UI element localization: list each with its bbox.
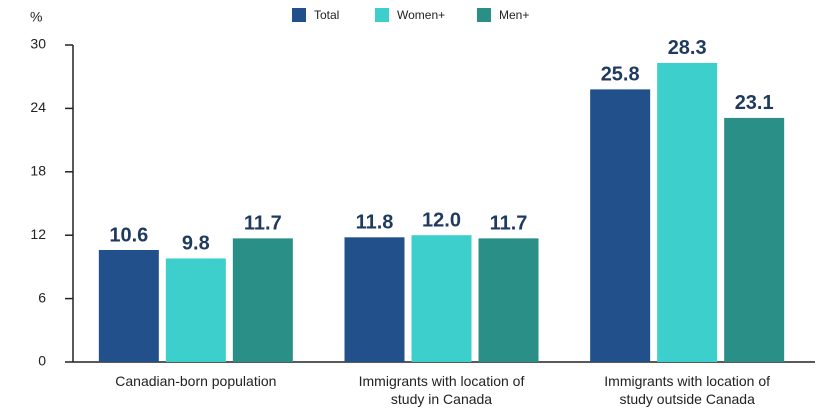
bar (478, 238, 539, 362)
y-tick-label: 18 (30, 163, 46, 179)
legend-swatch (477, 8, 491, 22)
data-label: 9.8 (182, 233, 210, 255)
data-label: 11.8 (356, 212, 394, 234)
data-label: 23.1 (735, 92, 774, 114)
x-tick-label: Canadian-born population (115, 373, 277, 389)
y-tick-label: 6 (38, 289, 46, 305)
y-tick-label: 12 (30, 226, 46, 242)
data-label: 11.7 (490, 213, 528, 235)
bar (590, 89, 651, 362)
y-tick-label: 30 (30, 36, 46, 52)
data-label: 28.3 (668, 37, 707, 59)
bar (344, 237, 405, 362)
legend-swatch (292, 8, 306, 22)
bar (411, 235, 472, 362)
legend-label: Men+ (499, 8, 529, 22)
x-tick-label: Immigrants with location of study in Can… (358, 373, 525, 407)
data-label: 10.6 (109, 224, 148, 246)
bar (657, 62, 718, 363)
data-label: 11.7 (244, 213, 282, 235)
legend-swatch (375, 8, 389, 22)
x-tick-label: Immigrants with location of study outsid… (604, 373, 771, 407)
bar (232, 238, 293, 362)
y-tick-label: 24 (30, 99, 46, 115)
legend-label: Women+ (397, 8, 445, 22)
legend-label: Total (314, 8, 339, 22)
bar (98, 249, 159, 362)
data-label: 25.8 (601, 64, 640, 86)
y-axis-label: % (30, 9, 42, 25)
bar (724, 117, 785, 362)
data-label: 12.0 (422, 209, 461, 231)
y-tick-label: 0 (38, 353, 46, 369)
bar (165, 258, 226, 362)
